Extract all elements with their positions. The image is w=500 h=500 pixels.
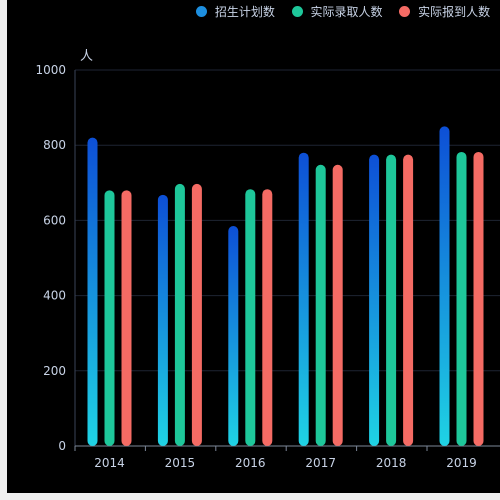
legend-dot-icon: [291, 6, 303, 17]
chart-panel: 招生计划数 实际录取人数 实际报到人数 人 0 200 400 600 80: [7, 0, 500, 493]
bar-招生计划数-2019: [439, 126, 450, 447]
legend-item-admitted[interactable]: 实际录取人数: [291, 3, 383, 20]
bar-实际录取人数-2018: [386, 154, 397, 446]
bar-招生计划数-2016: [228, 226, 239, 446]
legend-dot-icon: [399, 6, 411, 17]
bar-招生计划数-2018: [369, 154, 380, 446]
legend-label: 招生计划数: [214, 5, 275, 19]
x-tick-label: 2018: [376, 456, 407, 470]
y-tick-label: 0: [58, 439, 66, 453]
bar-实际报到人数-2016: [262, 189, 273, 446]
bar-实际录取人数-2015: [174, 183, 185, 447]
bar-实际录取人数-2014: [104, 190, 115, 446]
y-tick-label: 400: [43, 289, 66, 303]
tick-labels: 0 200 400 600 800 1000 2014 2015 2016 2017 2018 201…: [35, 63, 476, 470]
bar-实际报到人数-2015: [191, 183, 202, 447]
bar-实际录取人数-2016: [245, 189, 256, 446]
legend-label: 实际录取人数: [310, 5, 383, 19]
x-tick-label: 2014: [94, 456, 125, 470]
legend-label: 实际报到人数: [418, 5, 491, 19]
y-axis-unit-label: 人: [80, 49, 94, 64]
y-tick-label: 600: [43, 213, 66, 227]
legend-item-registered[interactable]: 实际报到人数: [399, 3, 490, 20]
x-tick-label: 2015: [165, 456, 196, 470]
legend-item-plan[interactable]: 招生计划数: [196, 3, 275, 20]
bar-实际录取人数-2017: [315, 164, 326, 446]
axes: [74, 70, 500, 451]
grid-lines: [75, 69, 500, 372]
bar-实际录取人数-2019: [456, 151, 467, 446]
x-tick-label: 2019: [446, 456, 477, 470]
y-tick-label: 1000: [35, 63, 66, 77]
x-tick-label: 2016: [235, 456, 266, 470]
y-tick-label: 200: [43, 364, 66, 378]
bar-招生计划数-2014: [87, 137, 98, 446]
legend-dot-icon: [196, 6, 207, 17]
bar-招生计划数-2017: [298, 152, 309, 446]
y-tick-label: 800: [43, 138, 66, 152]
bars: [87, 126, 484, 447]
bar-实际报到人数-2014: [121, 190, 132, 446]
chart-legend: 招生计划数 实际录取人数 实际报到人数: [196, 3, 500, 20]
x-tick-label: 2017: [305, 456, 336, 470]
bar-招生计划数-2015: [157, 194, 168, 446]
bar-chart: 0 200 400 600 800 1000 2014 2015 2016 2017 2018 201…: [35, 63, 500, 470]
bar-实际报到人数-2017: [332, 164, 343, 446]
bar-实际报到人数-2018: [403, 154, 414, 446]
bar-实际报到人数-2019: [473, 151, 484, 446]
